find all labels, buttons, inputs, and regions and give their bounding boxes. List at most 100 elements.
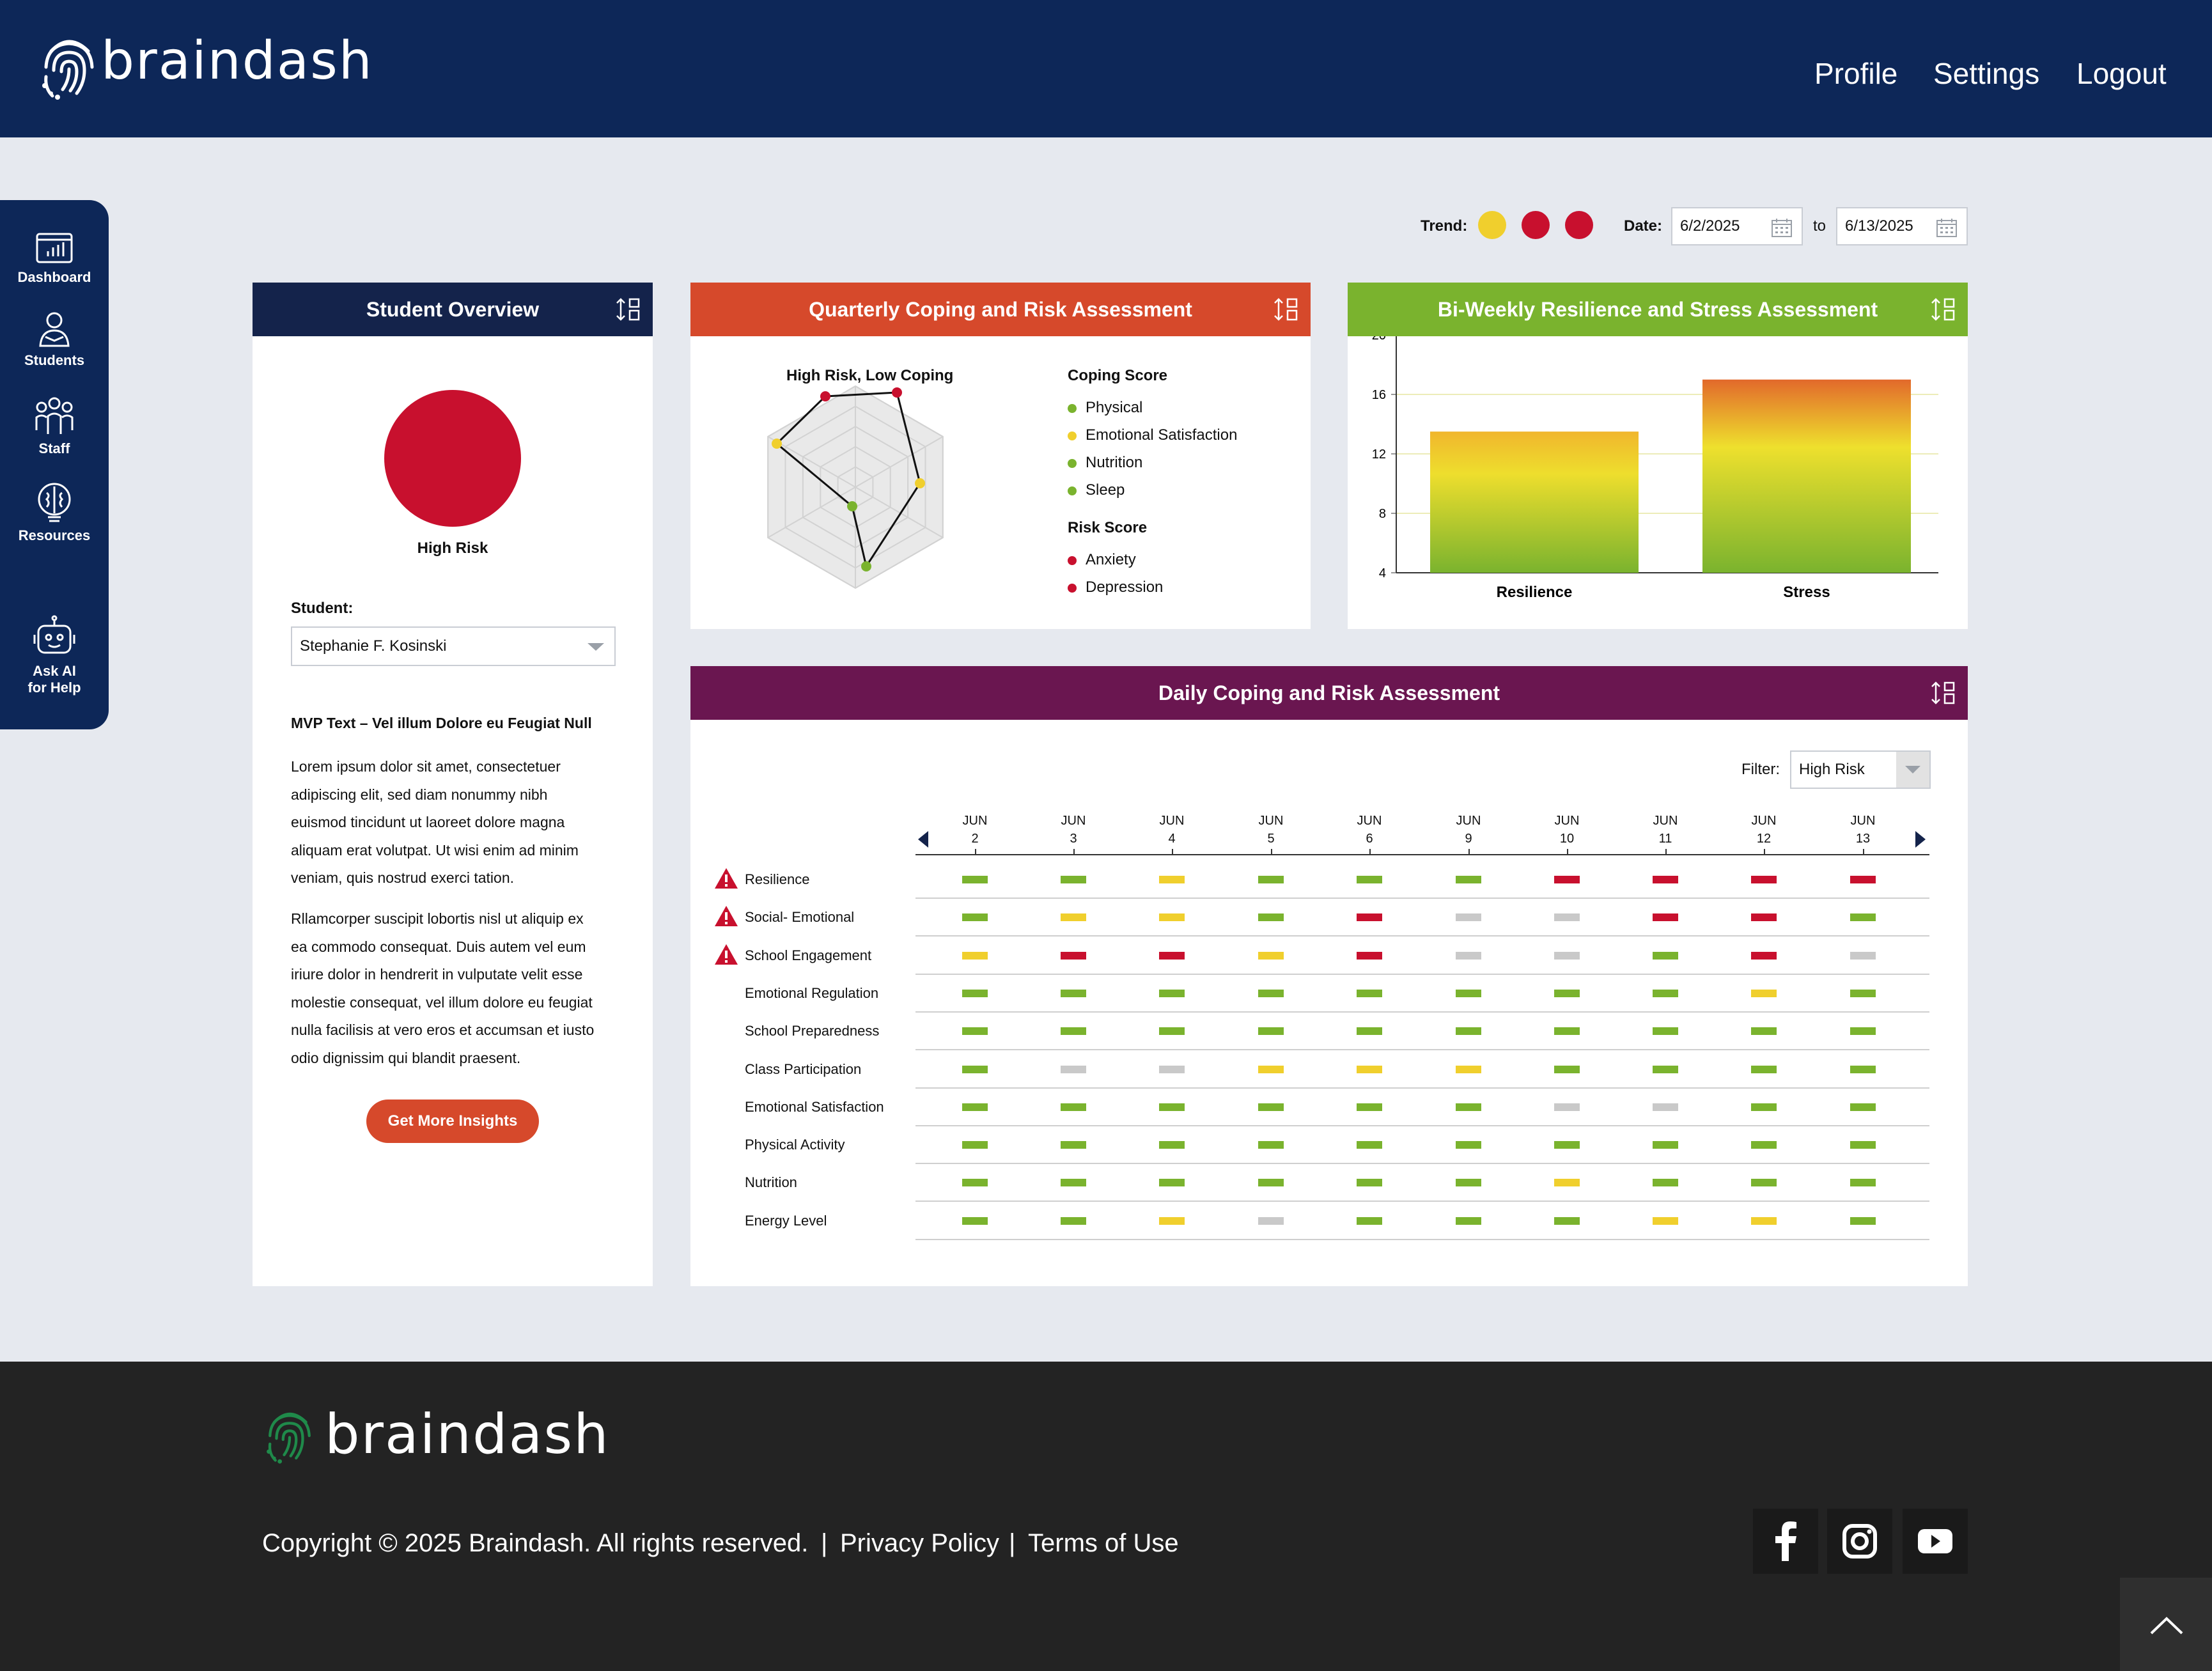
sidebar-item-label: Resources xyxy=(18,527,91,543)
status-mark xyxy=(1554,1103,1580,1111)
sidebar-item-staff[interactable]: Staff xyxy=(0,396,109,457)
status-mark xyxy=(1554,1216,1580,1225)
get-more-insights-button[interactable]: Get More Insights xyxy=(366,1100,539,1143)
status-mark xyxy=(1357,1216,1382,1225)
youtube-link[interactable] xyxy=(1903,1509,1968,1574)
month-label: JUN xyxy=(1258,814,1284,828)
calendar-icon[interactable] xyxy=(1771,217,1793,238)
radar-point-depression xyxy=(892,387,902,398)
sort-icon[interactable] xyxy=(1272,295,1300,323)
radar-chart xyxy=(767,385,944,589)
sidebar-item-resources[interactable]: Resources xyxy=(0,481,109,544)
copyright-text: Copyright © 2025 Braindash. All rights r… xyxy=(262,1529,809,1557)
risk-status-indicator xyxy=(384,390,521,527)
risk-filter-select[interactable]: High Risk xyxy=(1790,750,1931,789)
status-mark xyxy=(1653,876,1678,883)
status-mark xyxy=(1258,1065,1284,1073)
next-arrow-icon[interactable] xyxy=(1914,830,1927,849)
paragraph-2: Rllamcorper suscipit lobortis nisl ut al… xyxy=(291,905,594,1072)
coping-score-heading: Coping Score xyxy=(1068,367,1168,384)
sidebar-item-label: Dashboard xyxy=(17,269,91,285)
card-title: Daily Coping and Risk Assessment xyxy=(1158,681,1500,704)
status-mark xyxy=(1751,1103,1777,1111)
y-tick-label: 8 xyxy=(1379,507,1386,521)
terms-of-use-link[interactable]: Terms of Use xyxy=(1028,1529,1179,1557)
radar-chart-title: High Risk, Low Coping xyxy=(786,367,954,384)
sidebar-item-dashboard[interactable]: Dashboard xyxy=(0,232,109,286)
sort-icon[interactable] xyxy=(1929,295,1958,323)
prev-arrow-icon[interactable] xyxy=(917,830,930,849)
chevron-down-icon[interactable] xyxy=(1904,765,1922,775)
status-mark xyxy=(1357,1027,1382,1036)
row-label: Social- Emotional xyxy=(745,909,855,926)
nav-settings[interactable]: Settings xyxy=(1933,57,2040,90)
sidebar-item-ask-ai[interactable]: Ask AI for Help xyxy=(0,614,109,696)
risk-legend: Anxiety Depression xyxy=(1068,546,1163,601)
paragraph-line: ea commodo consequat. Duis autem vel eum xyxy=(291,938,586,955)
coping-legend: Physical Emotional Satisfaction Nutritio… xyxy=(1068,394,1237,504)
nav-logout[interactable]: Logout xyxy=(2076,57,2167,90)
status-mark xyxy=(1061,989,1086,997)
staff-icon xyxy=(35,397,74,434)
status-mark xyxy=(1850,1103,1876,1111)
day-label: 6 xyxy=(1366,832,1373,846)
brain-icon xyxy=(38,483,71,522)
date-to-input[interactable]: 6/13/2025 xyxy=(1836,207,1968,245)
status-mark xyxy=(1751,913,1777,922)
column-tick xyxy=(1369,849,1371,855)
status-mark xyxy=(1456,1027,1481,1036)
status-mark xyxy=(1258,1027,1284,1036)
status-mark xyxy=(1751,1027,1777,1036)
status-mark xyxy=(962,1103,988,1111)
column-tick xyxy=(1665,849,1667,855)
status-mark xyxy=(1258,1103,1284,1111)
sort-icon[interactable] xyxy=(1929,679,1958,707)
dashboard-icon xyxy=(36,233,73,263)
to-label: to xyxy=(1813,217,1826,235)
calendar-icon[interactable] xyxy=(1936,217,1958,238)
sidebar-item-students[interactable]: Students xyxy=(0,310,109,369)
sort-icon[interactable] xyxy=(614,295,643,323)
column-tick xyxy=(1172,849,1173,855)
status-mark xyxy=(1061,1103,1086,1111)
date-column-header: JUN 2 xyxy=(956,812,994,848)
status-mark xyxy=(1751,989,1777,997)
status-mark xyxy=(1850,989,1876,997)
status-mark xyxy=(1850,913,1876,922)
month-label: JUN xyxy=(1751,814,1777,828)
privacy-policy-link[interactable]: Privacy Policy xyxy=(840,1529,999,1557)
brand-name[interactable]: braindash xyxy=(101,31,373,91)
date-from-input[interactable]: 6/2/2025 xyxy=(1671,207,1803,245)
facebook-link[interactable] xyxy=(1753,1509,1818,1574)
legend-item: Depression xyxy=(1068,573,1163,601)
legend-label: Depression xyxy=(1086,579,1164,596)
row-divider xyxy=(915,973,1929,975)
day-label: 11 xyxy=(1658,832,1672,846)
student-select[interactable]: Stephanie F. Kosinski xyxy=(291,626,616,666)
column-tick xyxy=(1073,849,1075,855)
card-header: Student Overview xyxy=(253,283,653,336)
status-mark xyxy=(1357,1103,1382,1111)
sidebar-item-label: Ask AI xyxy=(33,663,76,679)
footer-brand-name[interactable]: braindash xyxy=(325,1403,610,1466)
status-mark xyxy=(1159,989,1185,997)
status-mark xyxy=(1456,1179,1481,1187)
paragraph-line: veniam, quis nostrud exerci tation. xyxy=(291,869,515,886)
student-label: Student: xyxy=(291,600,354,617)
scroll-to-top-button[interactable] xyxy=(2120,1578,2212,1671)
status-mark xyxy=(1061,1065,1086,1073)
status-mark xyxy=(1751,1065,1777,1073)
status-mark xyxy=(1751,1141,1777,1149)
bar-stress xyxy=(1702,379,1911,573)
status-mark xyxy=(1554,1065,1580,1073)
status-mark xyxy=(1061,1027,1086,1036)
instagram-link[interactable] xyxy=(1827,1509,1892,1574)
row-label: School Engagement xyxy=(745,947,872,963)
nav-profile[interactable]: Profile xyxy=(1814,57,1898,90)
status-mark xyxy=(1258,1179,1284,1187)
risk-filter-value: High Risk xyxy=(1799,761,1865,778)
date-column-header: JUN 6 xyxy=(1350,812,1389,848)
chevron-down-icon[interactable] xyxy=(586,642,605,652)
date-column-header: JUN 13 xyxy=(1844,812,1882,848)
status-mark xyxy=(962,989,988,997)
